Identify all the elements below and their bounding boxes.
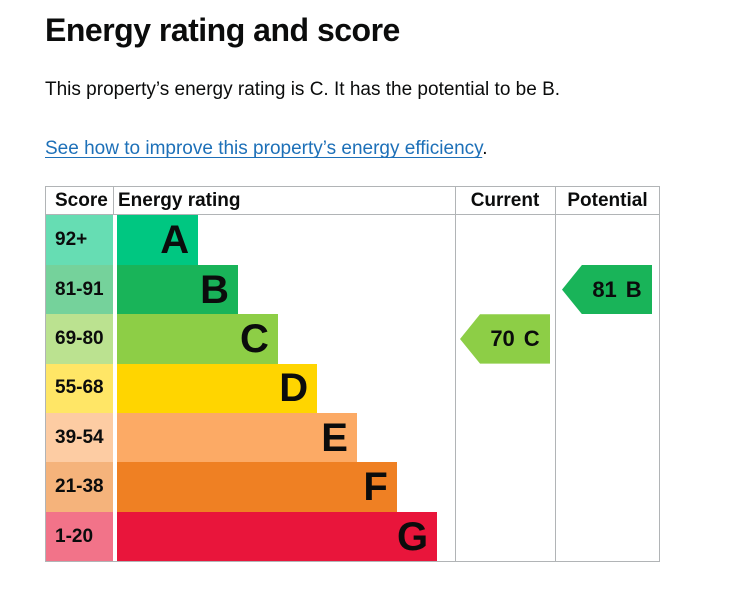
table-right-border (659, 187, 660, 562)
band-row-g: 1-20 G (45, 511, 660, 562)
band-bar-e: E (117, 413, 357, 463)
header-score-divider (113, 187, 114, 216)
band-bar-f: F (117, 462, 397, 512)
score-cell-g: 1-20 (46, 511, 113, 562)
band-rows: 92+ A 81-91 B 69-80 C 55-68 D 39-54 E 21… (45, 215, 660, 562)
column-divider-potential (555, 187, 556, 562)
band-bar-a: A (117, 215, 199, 265)
score-cell-c: 69-80 (46, 314, 113, 364)
potential-rating-arrow: 81 B (562, 264, 652, 315)
header-potential: Potential (567, 189, 648, 211)
band-bar-g: G (117, 511, 438, 562)
current-rating-value: 70 (490, 325, 515, 351)
header-current: Current (470, 189, 540, 211)
score-cell-d: 55-68 (46, 363, 113, 414)
band-row-b: 81-91 B (45, 264, 660, 315)
page-title: Energy rating and score (45, 12, 400, 48)
header-energy-rating: Energy rating (118, 189, 241, 211)
band-row-e: 39-54 E (45, 413, 660, 463)
potential-rating-band: B (625, 276, 642, 302)
score-cell-f: 21-38 (46, 462, 113, 512)
rating-summary-text: This property’s energy rating is C. It h… (45, 78, 561, 100)
energy-rating-table: Score Energy rating Current Potential 92… (45, 186, 660, 563)
link-suffix-period: . (482, 138, 488, 160)
potential-rating-value: 81 (592, 276, 617, 302)
column-divider-current (455, 187, 456, 562)
header-score: Score (55, 189, 108, 211)
band-bar-d: D (117, 363, 318, 414)
score-cell-b: 81-91 (46, 264, 113, 315)
band-bar-c: C (117, 314, 278, 364)
band-bar-b: B (117, 264, 238, 315)
score-cell-e: 39-54 (46, 413, 113, 463)
current-rating-arrow: 70 C (460, 314, 550, 364)
band-row-f: 21-38 F (45, 462, 660, 512)
band-row-c: 69-80 C (45, 314, 660, 364)
table-left-border (45, 187, 46, 562)
current-rating-band: C (523, 325, 540, 351)
band-row-a: 92+ A (45, 215, 660, 265)
score-cell-a: 92+ (46, 215, 113, 265)
improve-efficiency-link[interactable]: See how to improve this property’s energ… (45, 138, 483, 160)
band-row-d: 55-68 D (45, 363, 660, 414)
link-line: See how to improve this property’s energ… (45, 138, 706, 160)
table-header-row: Score Energy rating Current Potential (45, 187, 660, 216)
